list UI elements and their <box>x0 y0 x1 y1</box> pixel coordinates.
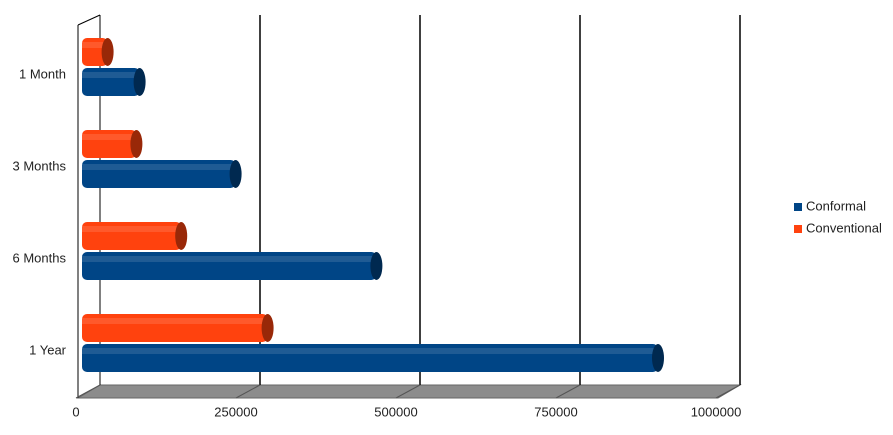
bar-highlight <box>82 42 108 48</box>
bar-cap <box>130 130 143 158</box>
bar-body <box>82 344 658 372</box>
bar <box>82 252 383 280</box>
bar-highlight <box>82 72 140 78</box>
bar-highlight <box>82 318 268 324</box>
bar-body <box>82 130 137 158</box>
bar-cap <box>370 252 383 280</box>
legend-label: Conventional <box>806 220 882 235</box>
bar <box>82 222 188 250</box>
bar <box>82 38 114 66</box>
x-tick-label: 500000 <box>374 404 417 419</box>
bar-body <box>82 38 108 66</box>
bar <box>82 344 664 372</box>
bar-cap <box>261 314 274 342</box>
bar <box>82 130 143 158</box>
legend-label: Conformal <box>806 198 866 213</box>
bar-highlight <box>82 164 236 170</box>
bar-highlight <box>82 256 377 262</box>
bar-cap <box>652 344 664 372</box>
legend-swatch <box>794 225 802 233</box>
bar-cap <box>101 38 114 66</box>
tick-mark <box>75 384 101 399</box>
y-tick-label: 6 Months <box>13 250 67 265</box>
bar-body <box>82 222 182 250</box>
bar-highlight <box>82 348 658 354</box>
x-tick-label: 1000000 <box>691 404 742 419</box>
bar-body <box>82 68 140 96</box>
y-tick-label: 3 Months <box>13 158 67 173</box>
y-tick-label: 1 Month <box>19 66 66 81</box>
bar-cap <box>133 68 146 96</box>
legend-swatch <box>794 203 802 211</box>
bar-body <box>82 160 236 188</box>
bar <box>82 68 146 96</box>
tick-mark <box>395 384 421 399</box>
bar-body <box>82 314 268 342</box>
wall-top <box>77 14 101 26</box>
bar-body <box>82 252 377 280</box>
tick-mark <box>715 384 741 399</box>
bar <box>82 314 274 342</box>
bar-cap <box>175 222 188 250</box>
bar-highlight <box>82 226 182 232</box>
bar-cap <box>229 160 242 188</box>
tick-mark <box>235 384 261 399</box>
x-tick-label: 750000 <box>534 404 577 419</box>
y-tick-label: 1 Year <box>29 342 67 357</box>
bar-highlight <box>82 134 137 140</box>
bar <box>82 160 242 188</box>
x-tick-label: 250000 <box>214 404 257 419</box>
x-tick-label: 0 <box>72 404 79 419</box>
tick-mark <box>555 384 581 399</box>
